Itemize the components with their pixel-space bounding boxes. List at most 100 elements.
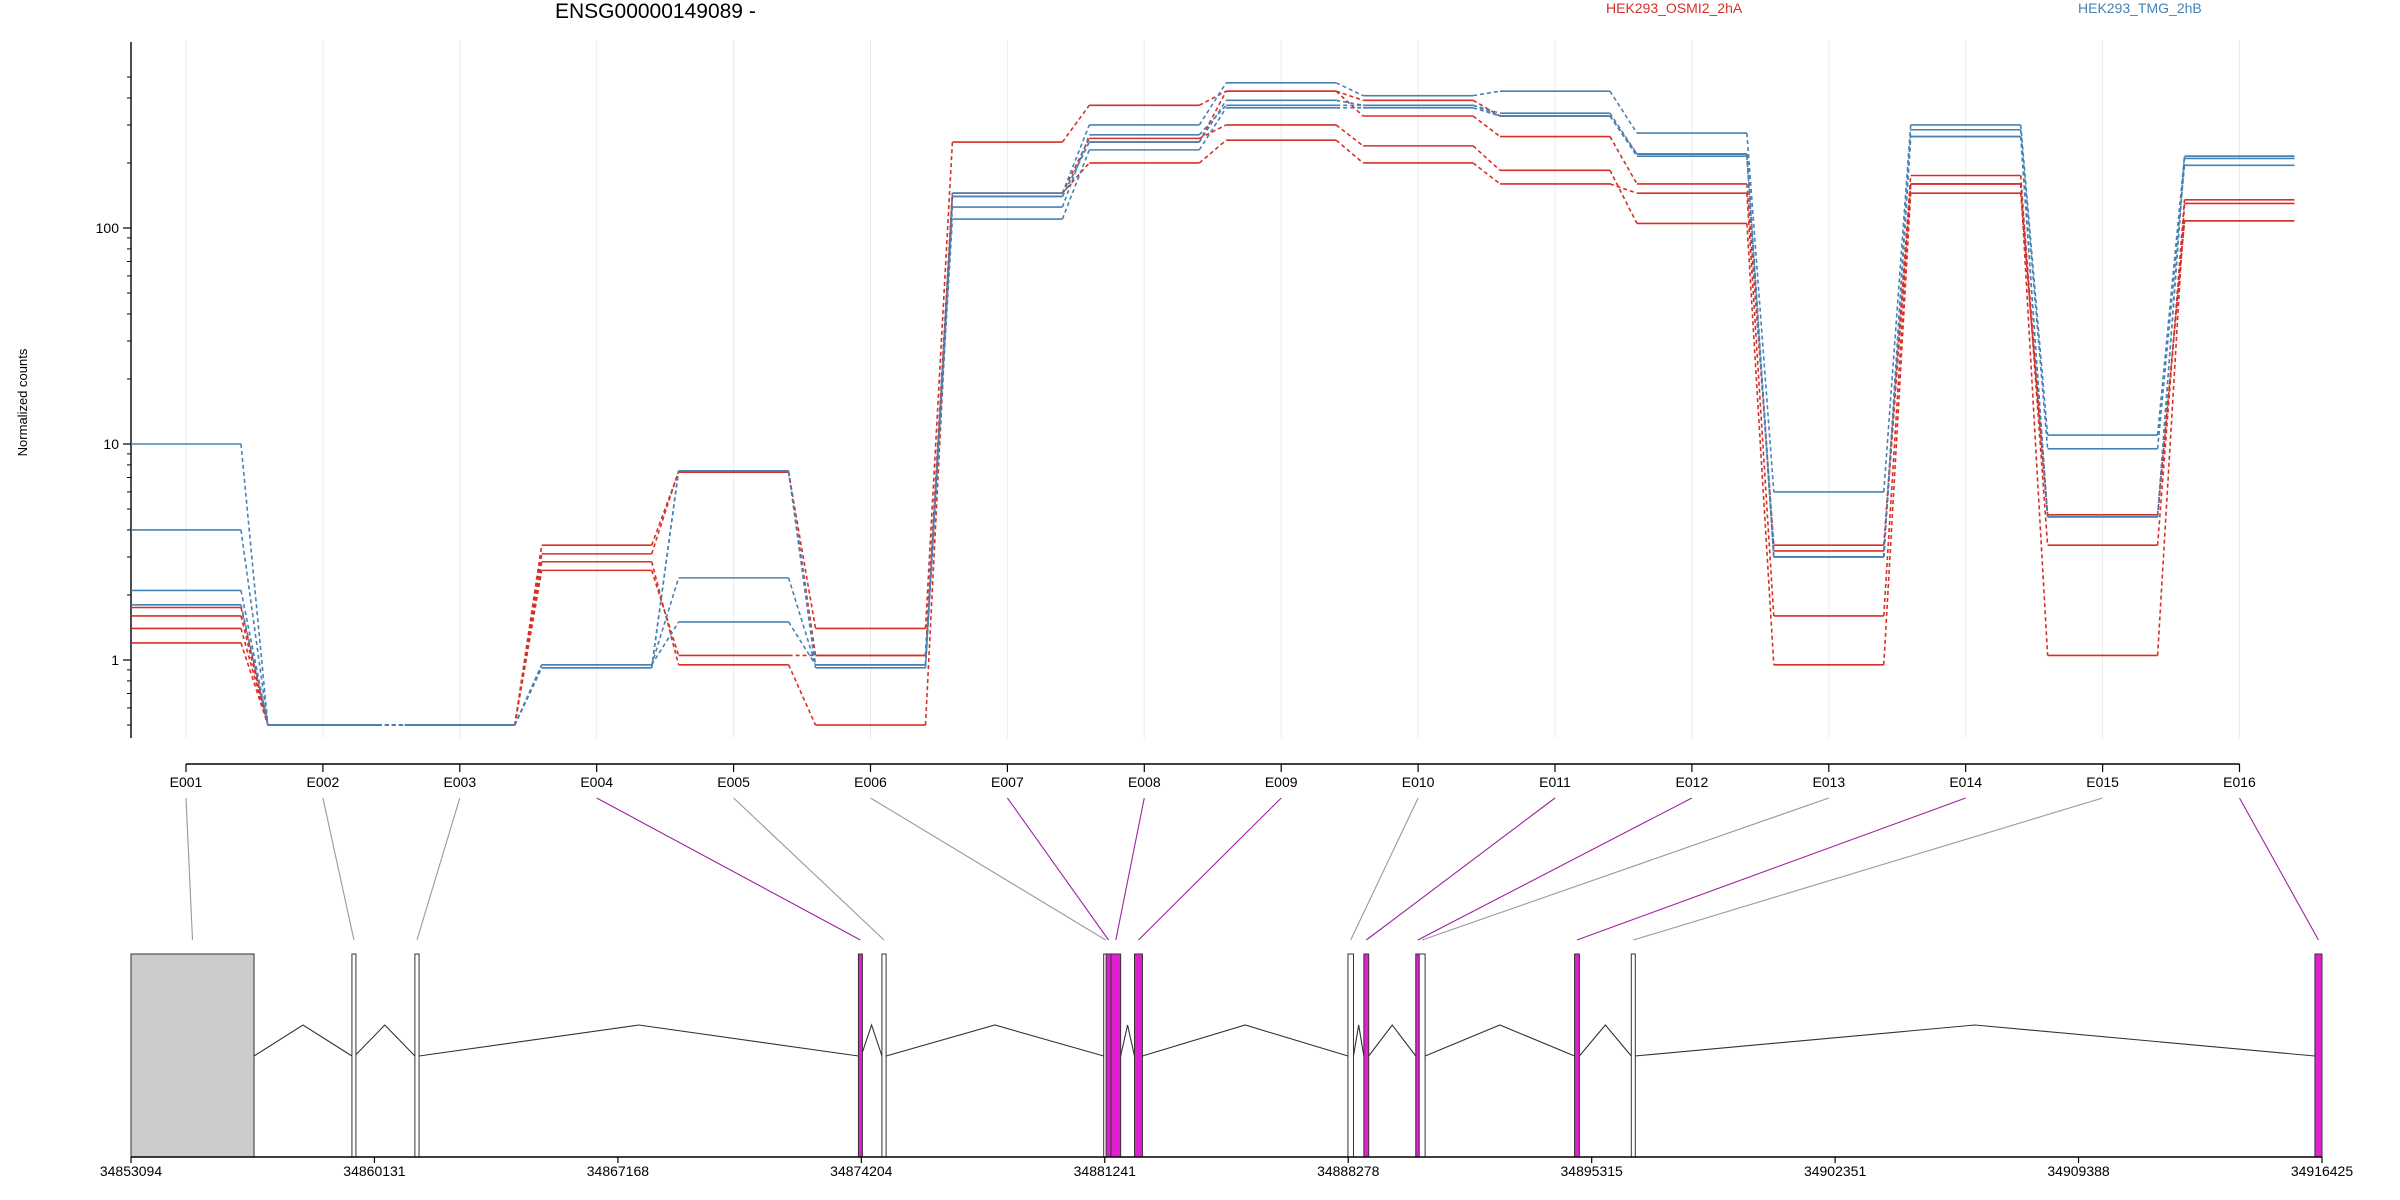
y-tick-label: 100 [96, 220, 120, 236]
x-tick-label: E002 [307, 774, 340, 790]
y-tick-label: 10 [103, 436, 119, 452]
intron [1634, 1024, 2315, 1057]
series-connector [1883, 124, 1912, 492]
series-connector [1746, 193, 1775, 616]
series-connector [787, 470, 817, 665]
series-connector [1198, 139, 1227, 164]
x-tick-label: E008 [1128, 774, 1161, 790]
series-connector [240, 443, 269, 726]
exon-link [1576, 797, 1966, 941]
series-connector [1472, 90, 1501, 97]
series-connector [2156, 165, 2186, 449]
x-tick-label: E012 [1676, 774, 1709, 790]
series-connector [924, 219, 954, 668]
series-connector [1061, 149, 1091, 220]
intron [1424, 1024, 1575, 1057]
intron [1142, 1024, 1349, 1057]
exon-E007 [1105, 953, 1112, 1158]
exon-E010 [1347, 953, 1354, 1158]
exon-E003 [414, 953, 420, 1158]
series-1 [131, 139, 2295, 726]
exon-E001 [130, 953, 255, 1158]
series-7 [131, 99, 2295, 726]
x-tick-label: E010 [1402, 774, 1435, 790]
intron [418, 1024, 859, 1057]
genomic-tick-label: 34860131 [343, 1163, 406, 1179]
series-connector [1472, 104, 1501, 114]
series-connector [1335, 82, 1364, 97]
genomic-tick-label: 34853094 [100, 1163, 163, 1179]
series-connector [2156, 203, 2186, 656]
genomic-tick-label: 34895315 [1561, 1163, 1624, 1179]
series-connector [1335, 90, 1364, 117]
x-tick-label: E013 [1812, 774, 1845, 790]
series-connector [1883, 193, 1912, 665]
exon-link [416, 797, 461, 941]
exon-E013 [1418, 953, 1426, 1158]
series-connector [650, 470, 680, 668]
series-connector [651, 621, 680, 666]
series-connector [787, 577, 817, 666]
series-connector [787, 472, 817, 629]
series-connector [1198, 104, 1227, 136]
series-connector [2156, 156, 2186, 436]
series-5 [131, 104, 2295, 726]
genomic-tick-label: 34916425 [2291, 1163, 2354, 1179]
exon-link [1421, 797, 1829, 941]
x-tick-label: E004 [580, 774, 613, 790]
series-connector [1198, 82, 1227, 126]
series-3 [131, 90, 2295, 726]
legend-entry-tmg: HEK293_TMG_2hB [2078, 0, 2202, 16]
series-connector [1472, 115, 1501, 138]
series-connector [1883, 136, 1912, 557]
series-connector [924, 142, 954, 629]
exon-E005 [881, 953, 887, 1158]
exon-E009 [1133, 953, 1143, 1158]
series-connector [1609, 115, 1638, 155]
series-connector [1609, 169, 1638, 224]
series-connector [787, 664, 817, 726]
exon-E011 [1363, 953, 1370, 1158]
series-4 [131, 82, 2295, 726]
series-2 [131, 124, 2295, 726]
series-connector [2019, 175, 2049, 546]
intron [1120, 1024, 1136, 1057]
exon-E008 [1110, 953, 1122, 1158]
series-connector [1198, 124, 1227, 140]
exon-link [1115, 797, 1145, 941]
series-connector [1472, 104, 1501, 117]
exon-link [596, 797, 861, 941]
series-connector [650, 570, 680, 656]
series-connector [1198, 90, 1227, 106]
series-connector [1746, 133, 1775, 492]
series-connector [1472, 145, 1501, 171]
series-connector [1198, 99, 1227, 143]
genomic-tick-label: 34881241 [1074, 1163, 1137, 1179]
gene-title: ENSG00000149089 - [555, 0, 756, 23]
series-connector [1472, 99, 1501, 117]
series-connector [240, 529, 269, 726]
intron [354, 1024, 416, 1057]
intron [1578, 1024, 1632, 1057]
series-connector [2156, 156, 2186, 517]
x-tick-label: E001 [170, 774, 203, 790]
series-connector [1609, 90, 1638, 134]
exon-link [1417, 797, 1693, 941]
series-connector [2019, 183, 2049, 656]
exon-link [1006, 797, 1109, 941]
series-connector [650, 471, 680, 546]
intron [860, 1023, 883, 1057]
exon-link [1350, 797, 1419, 941]
exon-E014 [1574, 953, 1580, 1158]
x-tick-label: E016 [2223, 774, 2256, 790]
series-connector [1609, 112, 1638, 155]
exon-link [733, 797, 885, 941]
series-connector [514, 667, 543, 726]
series-connector [240, 642, 269, 726]
exon-link [1365, 797, 1556, 941]
series-connector [924, 196, 954, 665]
series-connector [2019, 136, 2049, 517]
exon-link [2239, 797, 2319, 941]
x-tick-label: E009 [1265, 774, 1298, 790]
